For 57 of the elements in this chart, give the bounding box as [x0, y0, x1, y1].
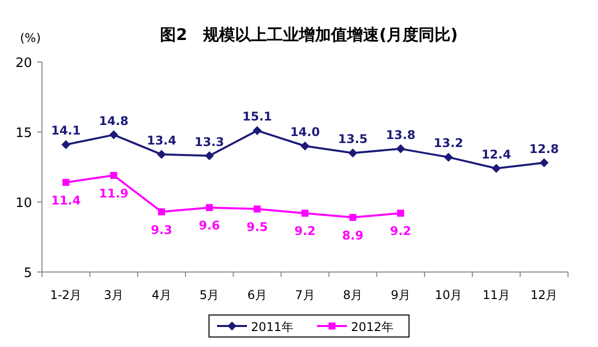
data-label: 14.1 — [51, 124, 81, 138]
data-label: 9.6 — [198, 218, 220, 233]
x-tick-label: 4月 — [152, 288, 172, 302]
data-label: 12.8 — [529, 142, 559, 156]
point — [158, 208, 166, 216]
point — [62, 178, 70, 186]
data-label: 11.4 — [51, 193, 81, 208]
point — [396, 144, 406, 154]
point — [254, 206, 261, 212]
x-tick-label: 10月 — [434, 288, 462, 302]
data-label: 8.9 — [342, 228, 364, 242]
y-tick-label: 20 — [15, 56, 32, 71]
data-label: 13.3 — [194, 134, 224, 149]
point — [61, 140, 70, 150]
chart-title: 图2 规模以上工业增加值增速(月度同比) — [160, 25, 458, 44]
point — [540, 158, 549, 168]
point — [110, 172, 118, 179]
data-label: 9.2 — [390, 224, 412, 238]
data-label: 12.4 — [481, 147, 512, 162]
legend-label: 2011年 — [251, 320, 294, 334]
point — [206, 204, 213, 212]
data-label: 9.2 — [294, 224, 316, 238]
data-label: 14.0 — [290, 125, 320, 139]
point — [348, 148, 358, 158]
x-tick-label: 12月 — [530, 288, 558, 302]
x-tick-label: 9月 — [390, 288, 410, 302]
point — [109, 130, 118, 140]
y-tick-label: 10 — [15, 196, 32, 211]
x-tick-label: 6月 — [247, 288, 267, 302]
x-tick-label: 5月 — [200, 288, 220, 302]
y-axis-title: (%) — [20, 31, 41, 45]
data-label: 13.4 — [146, 133, 176, 148]
legend-label: 2012年 — [351, 320, 394, 334]
point — [300, 142, 310, 150]
y-tick-label: 15 — [15, 126, 32, 141]
data-label: 11.9 — [98, 186, 129, 200]
x-tick-label: 3月 — [104, 288, 124, 302]
point — [204, 151, 214, 160]
x-tick-label: 8月 — [343, 288, 363, 302]
data-label: 13.5 — [338, 132, 368, 146]
data-label: 15.1 — [242, 110, 272, 124]
x-tick-label: 11月 — [482, 288, 510, 302]
data-label: 14.8 — [98, 114, 129, 128]
data-label: 13.8 — [386, 128, 416, 142]
point — [444, 152, 453, 162]
x-tick-label: 7月 — [295, 288, 315, 302]
point — [397, 210, 404, 217]
point — [252, 126, 262, 136]
x-tick-label: 1-2月 — [50, 288, 82, 302]
point — [157, 150, 166, 159]
data-label: 9.3 — [150, 222, 172, 237]
point — [492, 164, 501, 173]
data-label: 9.5 — [246, 220, 268, 234]
data-label: 13.2 — [434, 136, 464, 150]
point — [302, 210, 308, 217]
y-tick-label: 5 — [24, 266, 32, 281]
point — [349, 214, 356, 221]
